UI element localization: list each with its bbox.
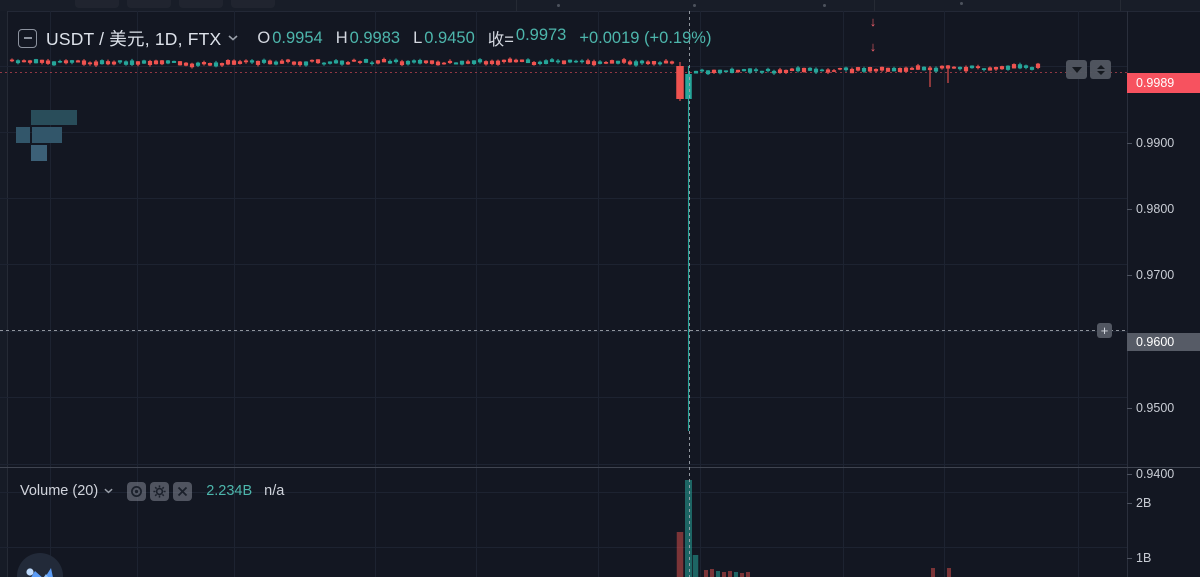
high-label: H <box>335 28 348 47</box>
volume-tick: 1B <box>1126 551 1152 565</box>
price-scale-mode-button[interactable] <box>1090 60 1111 79</box>
collapse-legend-icon[interactable] <box>18 28 37 48</box>
mountain-chart-icon <box>26 568 53 577</box>
open-label: O <box>257 28 271 47</box>
volume-ma-value: n/a <box>264 483 285 499</box>
price-tick: 0.9500 <box>1126 401 1175 415</box>
high-value: 0.9983 <box>349 28 401 47</box>
volume-tick: 2B <box>1126 496 1152 510</box>
gear-icon[interactable] <box>150 481 170 501</box>
down-arrow-marker-icon: ↓ <box>869 14 877 29</box>
volume-legend: Volume (20) <box>20 480 284 502</box>
volume-value: 2.234B <box>206 483 253 499</box>
open-value: 0.9954 <box>272 28 323 47</box>
symbol-legend: USDT / 美元, 1D, FTX O 0.9954 H 0.9983 L 0.94… <box>18 26 711 50</box>
crosshair-price-label: 0.9600 <box>1127 333 1200 351</box>
volume-label: Volume (20) <box>20 483 99 499</box>
eye-icon[interactable] <box>127 481 147 501</box>
indicator-controls <box>127 481 193 501</box>
low-label: L <box>413 28 423 47</box>
symbol-title-text: USDT / 美元, 1D, FTX <box>46 28 222 49</box>
last-price-label: 0.9989 <box>1127 73 1200 93</box>
chevron-down-icon <box>228 35 238 41</box>
price-scale[interactable]: 0.9900 0.9800 0.9700 0.9500 0.9400 2B 1B… <box>1126 11 1200 577</box>
close-icon[interactable] <box>173 481 193 501</box>
price-tick: 0.9800 <box>1126 202 1175 216</box>
ohlc-values: O 0.9954 H 0.9983 L 0.9450 收= 0.9973 +0.0019… <box>257 26 711 50</box>
low-value: 0.9450 <box>424 28 475 47</box>
price-tick: 0.9400 <box>1126 467 1175 481</box>
price-tick: 0.9700 <box>1126 268 1175 282</box>
top-toolbar-cropped <box>0 0 1200 12</box>
crosshair-plus-button[interactable]: + <box>1097 323 1112 338</box>
price-tick: 0.9900 <box>1126 136 1175 150</box>
close-label: 收= <box>487 31 514 49</box>
scroll-to-recent-button[interactable] <box>1066 60 1087 79</box>
change-value: +0.0019 (+0.19%) <box>579 28 712 47</box>
chevron-down-icon <box>104 488 113 494</box>
symbol-title[interactable]: USDT / 美元, 1D, FTX <box>46 26 238 51</box>
down-arrow-marker-icon: ↓ <box>869 39 877 54</box>
left-toolbar-cropped <box>0 11 8 577</box>
volume-indicator-title[interactable]: Volume (20) <box>20 483 113 499</box>
close-value: 0.9973 <box>515 26 567 44</box>
